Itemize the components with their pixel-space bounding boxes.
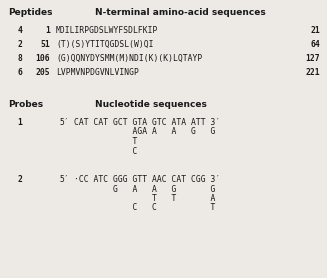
Text: C: C bbox=[74, 147, 137, 155]
Text: 8: 8 bbox=[17, 54, 22, 63]
Text: AGA A   A   G   G: AGA A A G G bbox=[74, 128, 215, 136]
Text: 6: 6 bbox=[17, 68, 22, 77]
Text: 5′: 5′ bbox=[60, 175, 70, 184]
Text: ·CC ATC GGG GTT AAC CAT CGG 3′: ·CC ATC GGG GTT AAC CAT CGG 3′ bbox=[74, 175, 220, 184]
Text: 127: 127 bbox=[305, 54, 320, 63]
Text: LVPMVNPDGVNLVINGP: LVPMVNPDGVNLVINGP bbox=[56, 68, 139, 77]
Text: T   T       A: T T A bbox=[74, 194, 215, 203]
Text: 2: 2 bbox=[17, 175, 22, 184]
Text: N-terminal amino-acid sequences: N-terminal amino-acid sequences bbox=[95, 8, 266, 17]
Text: G   A   A   G       G: G A A G G bbox=[74, 185, 215, 193]
Text: C   C           T: C C T bbox=[74, 203, 215, 212]
Text: 205: 205 bbox=[35, 68, 50, 77]
Text: (G)QQNYDYSMM(M)NDI(K)(K)LQTAYP: (G)QQNYDYSMM(M)NDI(K)(K)LQTAYP bbox=[56, 54, 202, 63]
Text: Probes: Probes bbox=[8, 100, 43, 109]
Text: T: T bbox=[74, 137, 137, 146]
Text: Nucleotide sequences: Nucleotide sequences bbox=[95, 100, 207, 109]
Text: 51: 51 bbox=[40, 40, 50, 49]
Text: MDILIRPGDSLWYFSDLFKIP: MDILIRPGDSLWYFSDLFKIP bbox=[56, 26, 158, 35]
Text: 1: 1 bbox=[17, 118, 22, 127]
Text: 2: 2 bbox=[17, 40, 22, 49]
Text: (T)(S)YTITQGDSL(W)QI: (T)(S)YTITQGDSL(W)QI bbox=[56, 40, 153, 49]
Text: CAT CAT GCT GTA GTC ATA ATT 3′: CAT CAT GCT GTA GTC ATA ATT 3′ bbox=[74, 118, 220, 127]
Text: 106: 106 bbox=[35, 54, 50, 63]
Text: 21: 21 bbox=[310, 26, 320, 35]
Text: 64: 64 bbox=[310, 40, 320, 49]
Text: 221: 221 bbox=[305, 68, 320, 77]
Text: 1: 1 bbox=[45, 26, 50, 35]
Text: Peptides: Peptides bbox=[8, 8, 53, 17]
Text: 5′: 5′ bbox=[60, 118, 70, 127]
Text: 4: 4 bbox=[17, 26, 22, 35]
